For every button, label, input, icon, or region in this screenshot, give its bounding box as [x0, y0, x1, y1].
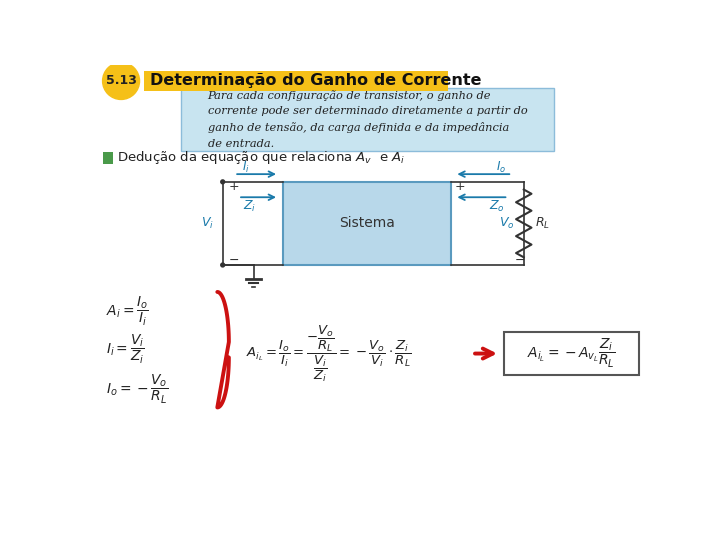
Text: $Z_o$: $Z_o$ — [489, 199, 505, 214]
Text: $Z_i$: $Z_i$ — [243, 199, 256, 214]
Text: $R_L$: $R_L$ — [534, 216, 549, 231]
Circle shape — [221, 263, 225, 267]
FancyBboxPatch shape — [181, 88, 554, 151]
Text: $I_i = \dfrac{V_i}{Z_i}$: $I_i = \dfrac{V_i}{Z_i}$ — [106, 333, 145, 366]
Text: +: + — [454, 180, 465, 193]
FancyBboxPatch shape — [144, 71, 449, 91]
Text: +: + — [229, 180, 240, 193]
Text: $V_o$: $V_o$ — [499, 216, 515, 231]
Text: Para cada configuração de transistor, o ganho de
corrente pode ser determinado d: Para cada configuração de transistor, o … — [207, 90, 527, 148]
Text: Determinação do Ganho de Corrente: Determinação do Ganho de Corrente — [150, 73, 482, 89]
Text: $A_{i_L} = -A_{v_L}\dfrac{Z_i}{R_L}$: $A_{i_L} = -A_{v_L}\dfrac{Z_i}{R_L}$ — [527, 337, 616, 370]
Text: $I_i$: $I_i$ — [242, 160, 250, 175]
FancyBboxPatch shape — [283, 182, 451, 265]
Text: $I_o$: $I_o$ — [495, 160, 505, 175]
Text: −: − — [515, 254, 525, 267]
Circle shape — [221, 180, 225, 184]
Circle shape — [102, 63, 140, 99]
Text: 5.13: 5.13 — [106, 75, 137, 87]
Text: Sistema: Sistema — [338, 217, 395, 231]
Text: −: − — [229, 254, 239, 267]
Text: $V_i$: $V_i$ — [200, 216, 213, 231]
FancyBboxPatch shape — [104, 152, 112, 164]
FancyBboxPatch shape — [504, 332, 639, 375]
Text: $A_i = \dfrac{I_o}{I_i}$: $A_i = \dfrac{I_o}{I_i}$ — [106, 295, 148, 328]
Text: $A_{i_L} = \dfrac{I_o}{I_i} = \dfrac{-\dfrac{V_o}{R_L}}{\dfrac{V_i}{Z_i}} = -\df: $A_{i_L} = \dfrac{I_o}{I_i} = \dfrac{-\d… — [246, 323, 411, 384]
Text: $I_o = -\dfrac{V_o}{R_L}$: $I_o = -\dfrac{V_o}{R_L}$ — [106, 373, 168, 406]
Text: Dedução da equação que relaciona $A_v$  e $A_i$: Dedução da equação que relaciona $A_v$ e… — [117, 150, 405, 166]
